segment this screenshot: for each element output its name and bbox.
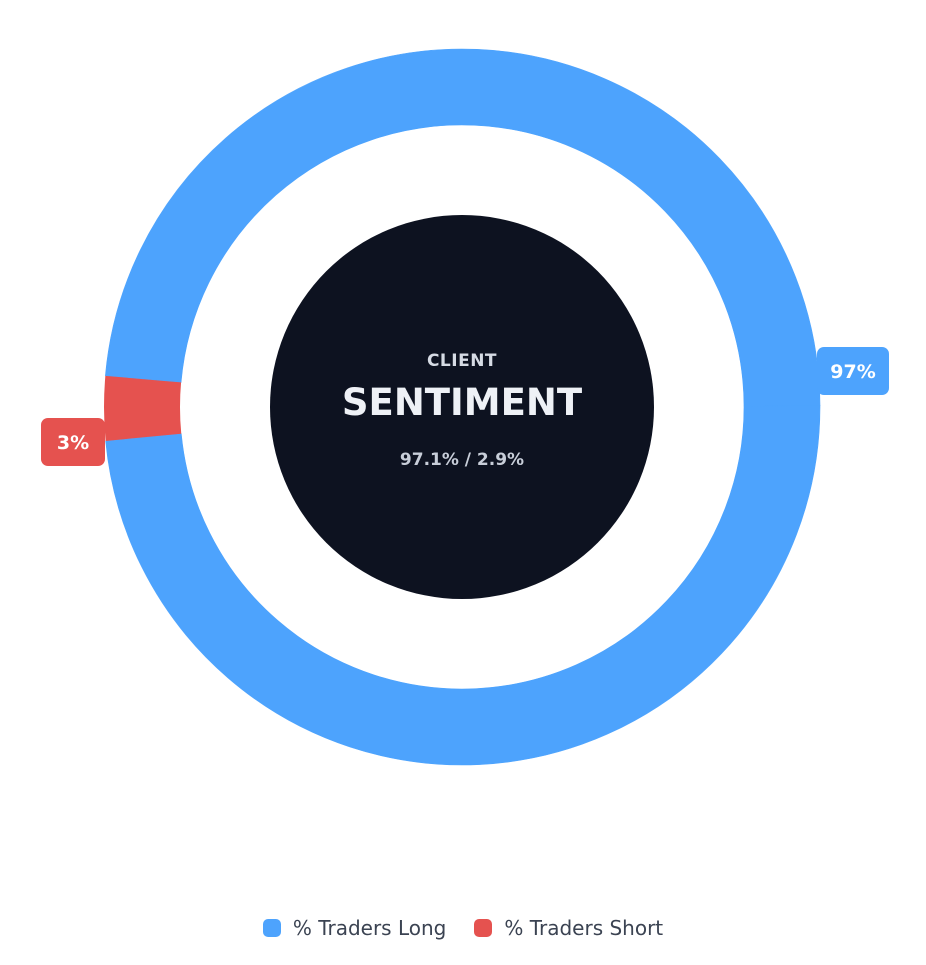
slice-label-short-badge [41, 418, 105, 466]
center-ratio-text: 97.1% / 2.9% [400, 450, 524, 470]
slice-labels: 97% 3% [41, 347, 889, 466]
slice-traders-short-part[interactable] [104, 375, 182, 441]
legend: % Traders Long % Traders Short [0, 916, 926, 940]
legend-swatch-long [262, 919, 281, 937]
slice-label-long-badge [817, 347, 889, 395]
slice-label-short-text: 3% [57, 432, 89, 454]
center-disc [270, 215, 654, 599]
slice-traders-long-part[interactable] [105, 405, 821, 766]
legend-item-short[interactable]: % Traders Short [474, 916, 663, 940]
legend-label-short: % Traders Short [504, 916, 664, 940]
legend-swatch-short [474, 919, 493, 937]
slice-traders-short[interactable] [104, 375, 182, 441]
center-main-text: SENTIMENT [342, 381, 583, 424]
slice-label-long-text: 97% [830, 361, 875, 383]
donut-slices [104, 48, 821, 766]
slice-label-long: 97% [817, 347, 889, 395]
legend-item-long[interactable]: % Traders Long [262, 916, 447, 940]
legend-label-long: % Traders Long [292, 916, 447, 940]
slice-label-short: 3% [41, 418, 105, 466]
center-top-text: CLIENT [427, 351, 497, 371]
